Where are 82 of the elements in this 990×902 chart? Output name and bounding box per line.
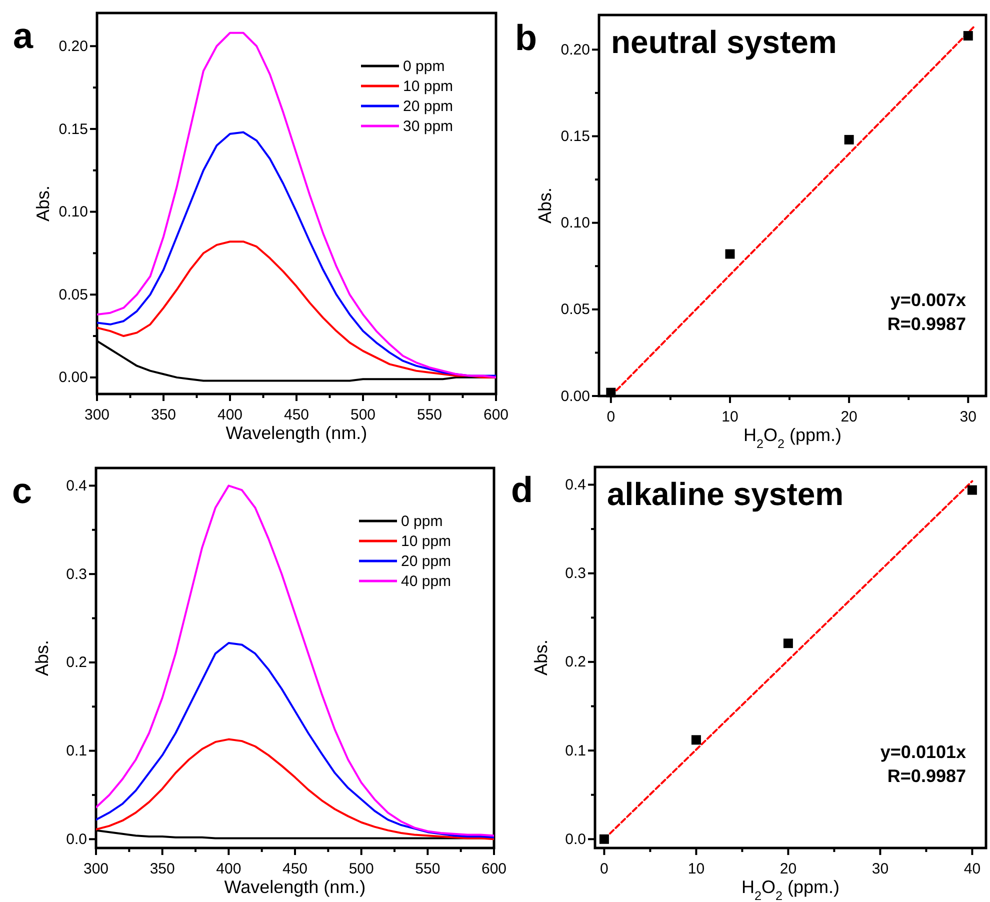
x-axis-title: H$_{2}$O$_{2}$ (ppm.) <box>743 425 842 451</box>
legend-label: 20 ppm <box>401 553 452 570</box>
y-tick-label: 0.1 <box>565 742 586 760</box>
x-tick-label: 600 <box>483 406 509 424</box>
y-tick-label: 0.10 <box>560 214 590 232</box>
x-tick-label: 40 <box>964 860 981 878</box>
line-series <box>96 642 494 838</box>
line-series <box>96 484 494 837</box>
x-axis-title: H$_{2}$O$_{2}$ (ppm.) <box>741 877 840 902</box>
x-tick-label: 20 <box>780 860 797 878</box>
x-tick-label: 10 <box>722 408 738 426</box>
x-tick-label: 600 <box>481 860 507 878</box>
y-tick-label: 0.20 <box>560 41 590 58</box>
y-tick-label: 0.10 <box>58 204 88 221</box>
y-tick-label: 0.15 <box>58 120 88 138</box>
text: b <box>515 17 537 58</box>
point <box>691 735 701 745</box>
legend-label: 10 ppm <box>403 78 454 95</box>
x-tick-label: 550 <box>415 860 440 878</box>
annotation: y=0.007x <box>890 290 966 310</box>
x-tick-label: 350 <box>150 406 176 424</box>
y-tick-label: 0.3 <box>565 565 586 582</box>
y-tick-label: 0.4 <box>565 476 586 494</box>
x-tick-label: 400 <box>216 860 242 878</box>
y-tick-label: 0.3 <box>66 566 87 583</box>
x-tick-label: 20 <box>840 408 858 426</box>
y-tick-label: 0.0 <box>66 830 87 848</box>
y-axis-title: Abs. <box>32 640 52 676</box>
x-tick-label: 500 <box>350 406 376 424</box>
text: d <box>511 469 533 510</box>
y-tick-label: 0.2 <box>565 654 586 671</box>
x-tick-label: 550 <box>416 406 442 424</box>
x-tick-label: 30 <box>960 408 976 426</box>
point <box>783 638 793 648</box>
x-axis-title: Wavelength (nm.) <box>226 423 368 443</box>
y-tick-label: 0.2 <box>66 654 87 672</box>
x-tick-label: 300 <box>83 860 109 878</box>
y-tick-label: 0.00 <box>560 388 590 405</box>
point <box>844 134 854 144</box>
y-tick-label: 0.00 <box>58 369 88 386</box>
chart-title: neutral system <box>611 24 837 60</box>
y-tick-label: 0.0 <box>565 830 586 848</box>
legend-label: 10 ppm <box>401 533 452 550</box>
point <box>725 249 735 259</box>
line-series <box>97 240 496 378</box>
y-tick-label: 0.05 <box>58 286 88 304</box>
y-axis-title: Abs. <box>531 639 551 676</box>
legend-label: 0 ppm <box>403 58 445 75</box>
x-tick-label: 30 <box>872 860 889 878</box>
point <box>967 485 977 495</box>
point <box>963 31 973 41</box>
point <box>606 388 616 398</box>
x-tick-label: 400 <box>217 406 243 424</box>
x-tick-label: 0 <box>600 860 608 878</box>
text: a <box>13 15 34 56</box>
annotation: y=0.0101x <box>880 742 966 762</box>
x-tick-label: 450 <box>282 860 308 878</box>
x-tick-label: 450 <box>284 406 310 424</box>
legend-label: 20 ppm <box>403 98 454 115</box>
legend-label: 30 ppm <box>403 118 454 135</box>
x-tick-label: 300 <box>84 406 110 424</box>
x-tick-label: 0 <box>606 408 616 426</box>
x-tick-label: 10 <box>688 860 705 878</box>
y-axis-title: Abs. <box>535 187 555 224</box>
text: c <box>12 470 32 511</box>
legend-label: 40 ppm <box>401 573 452 590</box>
y-tick-label: 0.1 <box>66 742 87 760</box>
y-tick-label: 0.4 <box>66 477 87 494</box>
y-tick-label: 0.15 <box>560 128 590 146</box>
point <box>599 834 609 844</box>
chart-title: alkaline system <box>607 476 844 512</box>
y-axis-title: Abs. <box>33 185 53 222</box>
x-tick-label: 350 <box>150 860 175 878</box>
line-series <box>97 32 496 378</box>
annotation: R=0.9987 <box>887 766 966 786</box>
y-tick-label: 0.05 <box>560 301 590 318</box>
x-axis-title: Wavelength (nm.) <box>224 877 366 897</box>
y-tick-label: 0.20 <box>58 38 88 55</box>
x-tick-label: 500 <box>348 860 374 878</box>
annotation: R=0.9987 <box>887 314 966 334</box>
line-series <box>96 738 494 840</box>
legend-label: 0 ppm <box>401 513 443 530</box>
